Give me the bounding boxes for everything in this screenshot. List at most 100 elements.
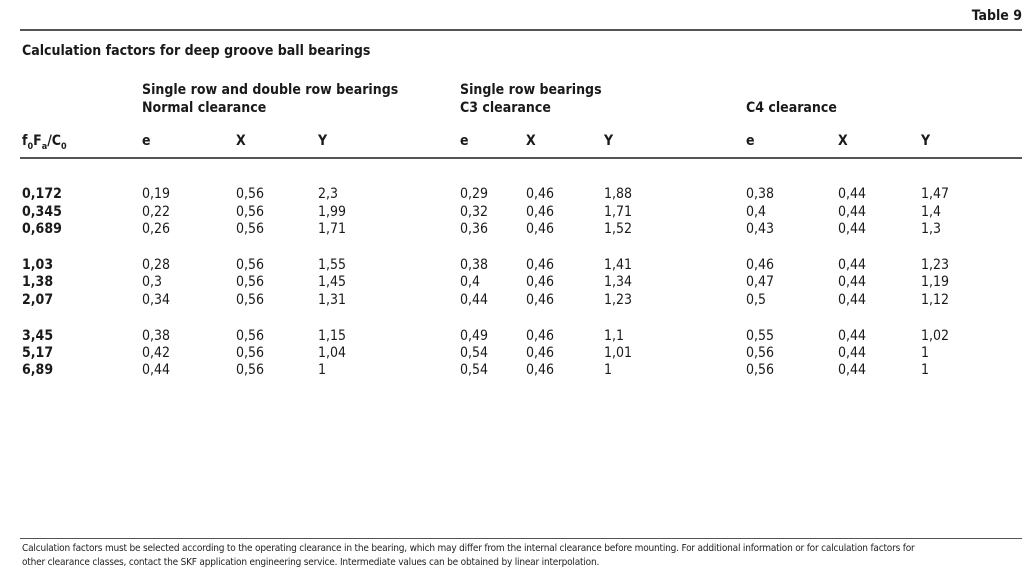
cell-e-c3: 0,32 — [460, 204, 489, 220]
cell-e-c4: 0,47 — [746, 274, 775, 290]
header-f0fa-c0: f0Fa/C0 — [22, 133, 67, 152]
group-header-line2: Normal clearance — [142, 100, 267, 116]
cell-y-c3: 1 — [604, 362, 613, 378]
cell-e-normal: 0,42 — [142, 345, 171, 361]
cell-e-c3: 0,54 — [460, 345, 489, 361]
cell-x-c4: 0,44 — [838, 328, 867, 344]
cell-x-c4: 0,44 — [838, 257, 867, 273]
cell-y-c3: 1,88 — [604, 186, 633, 202]
group-header-line2: C4 clearance — [746, 100, 837, 116]
cell-y-normal: 2,3 — [318, 186, 339, 202]
cell-y-normal: 1 — [318, 362, 327, 378]
cell-x-c4: 0,44 — [838, 292, 867, 308]
cell-y-c4: 1,47 — [921, 186, 950, 202]
group-header-line1: Single row and double row bearings — [142, 82, 399, 98]
group-header-c4: C4 clearance — [746, 81, 837, 117]
cell-e-c4: 0,55 — [746, 328, 775, 344]
header-y-c3: Y — [604, 133, 614, 149]
cell-x-c3: 0,46 — [526, 221, 555, 237]
cell-e-c3: 0,29 — [460, 186, 489, 202]
cell-y-normal: 1,99 — [318, 204, 347, 220]
row-key: 0,689 — [22, 221, 62, 237]
cell-y-c4: 1,02 — [921, 328, 950, 344]
cell-x-c3: 0,46 — [526, 204, 555, 220]
cell-x-normal: 0,56 — [236, 328, 265, 344]
cell-e-c3: 0,4 — [460, 274, 481, 290]
group-header-normal: Single row and double row bearings Norma… — [142, 81, 398, 117]
footnote: Calculation factors must be selected acc… — [22, 542, 915, 570]
cell-x-normal: 0,56 — [236, 186, 265, 202]
row-key: 1,03 — [22, 257, 54, 273]
cell-e-c3: 0,54 — [460, 362, 489, 378]
cell-y-c3: 1,01 — [604, 345, 633, 361]
row-key: 1,38 — [22, 274, 54, 290]
header-y-c4: Y — [921, 133, 931, 149]
cell-x-normal: 0,56 — [236, 274, 265, 290]
cell-e-normal: 0,28 — [142, 257, 171, 273]
cell-y-c3: 1,1 — [604, 328, 625, 344]
cell-x-c3: 0,46 — [526, 257, 555, 273]
cell-y-normal: 1,45 — [318, 274, 347, 290]
cell-x-normal: 0,56 — [236, 221, 265, 237]
cell-x-c3: 0,46 — [526, 292, 555, 308]
cell-e-c3: 0,49 — [460, 328, 489, 344]
cell-x-c4: 0,44 — [838, 204, 867, 220]
header-y-normal: Y — [318, 133, 328, 149]
group-header-c3: Single row bearings C3 clearance — [460, 81, 602, 117]
header-rule — [20, 157, 1022, 159]
header-e-normal: e — [142, 133, 151, 149]
row-key: 0,172 — [22, 186, 62, 202]
cell-y-c3: 1,23 — [604, 292, 633, 308]
top-rule — [20, 29, 1022, 31]
cell-y-c4: 1,19 — [921, 274, 950, 290]
cell-e-c4: 0,4 — [746, 204, 767, 220]
cell-x-c4: 0,44 — [838, 362, 867, 378]
row-key: 0,345 — [22, 204, 62, 220]
cell-x-normal: 0,56 — [236, 204, 265, 220]
cell-y-c3: 1,41 — [604, 257, 633, 273]
cell-x-normal: 0,56 — [236, 292, 265, 308]
cell-y-c4: 1,3 — [921, 221, 942, 237]
cell-y-normal: 1,04 — [318, 345, 347, 361]
header-e-c3: e — [460, 133, 469, 149]
cell-e-c4: 0,43 — [746, 221, 775, 237]
cell-e-normal: 0,19 — [142, 186, 171, 202]
footnote-rule — [20, 538, 1022, 539]
cell-e-c3: 0,36 — [460, 221, 489, 237]
cell-e-normal: 0,34 — [142, 292, 171, 308]
table-number: Table 9 — [971, 8, 1022, 24]
cell-x-c4: 0,44 — [838, 345, 867, 361]
header-x-c3: X — [526, 133, 536, 149]
footnote-line1: Calculation factors must be selected acc… — [22, 543, 915, 554]
group-header-line1 — [746, 81, 837, 99]
cell-e-c4: 0,56 — [746, 345, 775, 361]
cell-y-c4: 1,23 — [921, 257, 950, 273]
cell-y-c3: 1,52 — [604, 221, 633, 237]
cell-e-c4: 0,56 — [746, 362, 775, 378]
cell-x-normal: 0,56 — [236, 257, 265, 273]
cell-y-normal: 1,31 — [318, 292, 347, 308]
cell-y-c4: 1 — [921, 362, 930, 378]
row-key: 2,07 — [22, 292, 54, 308]
cell-x-normal: 0,56 — [236, 345, 265, 361]
cell-y-normal: 1,15 — [318, 328, 347, 344]
header-e-c4: e — [746, 133, 755, 149]
cell-x-c3: 0,46 — [526, 345, 555, 361]
cell-x-c3: 0,46 — [526, 274, 555, 290]
row-key: 3,45 — [22, 328, 54, 344]
cell-y-normal: 1,55 — [318, 257, 347, 273]
header-x-normal: X — [236, 133, 246, 149]
row-key: 5,17 — [22, 345, 54, 361]
cell-e-c4: 0,38 — [746, 186, 775, 202]
group-header-line1: Single row bearings — [460, 82, 602, 98]
cell-x-c4: 0,44 — [838, 221, 867, 237]
cell-e-normal: 0,22 — [142, 204, 171, 220]
cell-e-normal: 0,3 — [142, 274, 163, 290]
cell-y-c3: 1,34 — [604, 274, 633, 290]
table-title: Calculation factors for deep groove ball… — [22, 43, 371, 59]
cell-y-c3: 1,71 — [604, 204, 633, 220]
cell-y-c4: 1 — [921, 345, 930, 361]
cell-e-c3: 0,38 — [460, 257, 489, 273]
cell-e-c4: 0,5 — [746, 292, 767, 308]
cell-x-c4: 0,44 — [838, 274, 867, 290]
